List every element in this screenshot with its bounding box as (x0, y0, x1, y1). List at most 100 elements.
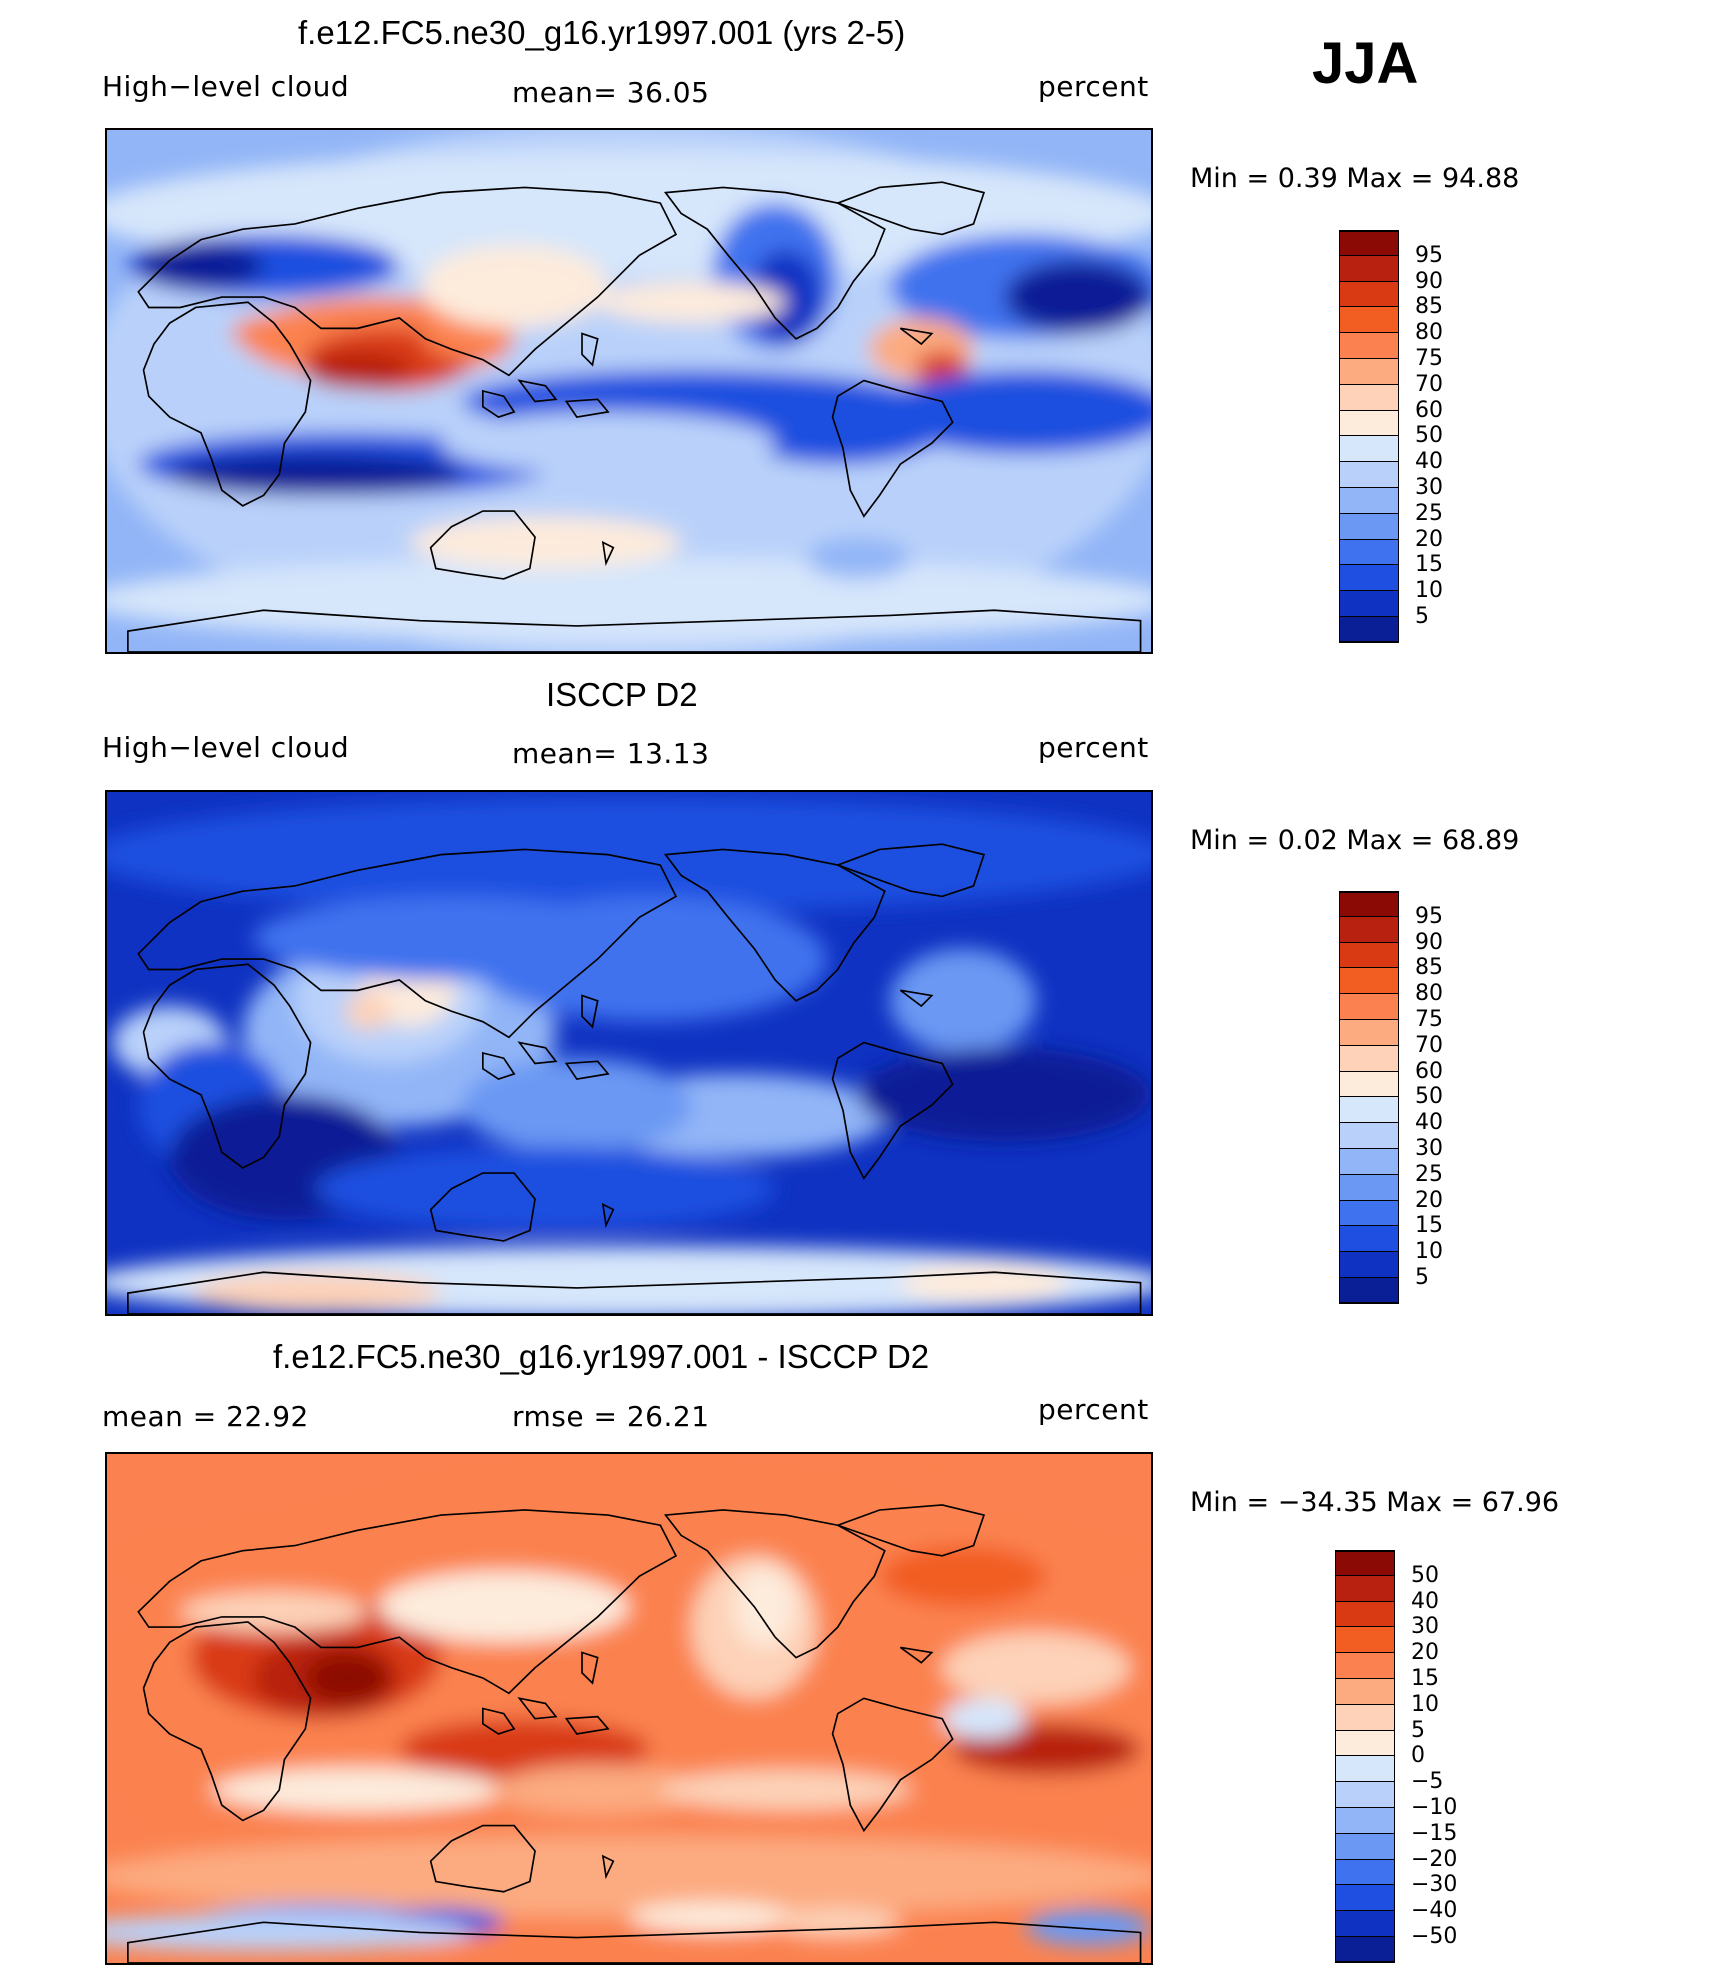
colorbar-swatch (1339, 436, 1399, 463)
coastline (581, 994, 599, 1029)
colorbar-swatch (1339, 942, 1399, 969)
colorbar-swatch (1339, 1226, 1399, 1253)
colorbar-swatch (1339, 1149, 1399, 1175)
colorbar-label: 15 (1411, 1666, 1439, 1691)
field-region (138, 242, 264, 289)
coastline (482, 389, 516, 419)
colorbar-label: 90 (1415, 929, 1443, 955)
colorbar-label: 20 (1411, 1640, 1439, 1666)
colorbar-swatch (1339, 513, 1399, 540)
coastline (831, 379, 954, 518)
colorbar-swatch (1339, 994, 1399, 1020)
coastline (601, 540, 615, 567)
colorbar-label: 10 (1411, 1691, 1439, 1717)
units-label: percent (1038, 731, 1149, 764)
colorbar-label: −20 (1411, 1846, 1458, 1872)
colorbar-label: 30 (1415, 1136, 1443, 1161)
colorbar-swatch (1339, 539, 1399, 566)
field-region (107, 150, 1151, 277)
field-region (305, 351, 410, 389)
colorbar-label: 90 (1415, 268, 1443, 294)
coastline (564, 1715, 610, 1735)
colorbar-swatch (1335, 1627, 1395, 1654)
colorbar-swatch (1335, 1730, 1395, 1757)
mean-label: mean= 36.05 (512, 76, 710, 109)
season-label: JJA (1312, 31, 1419, 96)
field-region (749, 250, 823, 345)
field-region (180, 1591, 368, 1633)
coastline (831, 1697, 954, 1833)
colorbar-swatch (1335, 1937, 1395, 1963)
colorbar-label: 75 (1415, 346, 1443, 371)
field-region (1025, 1909, 1151, 1946)
colorbar-label: 50 (1415, 423, 1443, 449)
coastline (663, 1509, 886, 1659)
colorbar-swatch (1339, 488, 1399, 514)
field-region (890, 948, 1037, 1053)
coastline (142, 1621, 312, 1822)
field-region (378, 573, 964, 626)
colorbar-label: 15 (1415, 1213, 1443, 1239)
coastline (127, 1271, 1142, 1314)
colorbar-swatch (1335, 1885, 1395, 1912)
coastline (137, 848, 678, 1039)
panel-title: f.e12.FC5.ne30_g16.yr1997.001 - ISCCP D2 (273, 1338, 930, 1375)
field-region (169, 453, 462, 496)
coastline (127, 609, 1142, 652)
colorbar-label: −50 (1411, 1924, 1458, 1949)
colorbar-swatch (1335, 1808, 1395, 1834)
colorbar-swatch (1335, 1550, 1395, 1576)
colorbar-swatch (1339, 333, 1399, 359)
coastline (517, 1697, 558, 1720)
colorbar-swatch (1339, 1123, 1399, 1149)
field-region (107, 1484, 1151, 1628)
colorbar-label: 75 (1415, 1007, 1443, 1032)
coastline (429, 1172, 536, 1242)
colorbar-swatch (1339, 565, 1399, 592)
field-region (597, 281, 786, 324)
colorbar-swatch (1339, 591, 1399, 617)
colorbar-swatch (1339, 1045, 1399, 1072)
colorbar-swatch (1339, 617, 1399, 643)
colorbar-swatch (1335, 1601, 1395, 1628)
coastline (517, 1041, 558, 1065)
colorbar-label: 25 (1415, 1161, 1443, 1187)
colorbar-swatch (1339, 384, 1399, 411)
colorbar-swatch (1335, 1859, 1395, 1886)
field-region (107, 1835, 1151, 1918)
colorbar-swatch (1339, 359, 1399, 385)
colorbar-label: 80 (1415, 981, 1443, 1007)
panel-title: ISCCP D2 (546, 676, 698, 713)
field-region (879, 370, 1151, 454)
colorbar-swatch (1339, 255, 1399, 282)
colorbar-label: 5 (1415, 1265, 1429, 1290)
colorbar-swatch (1339, 1200, 1399, 1227)
coastline (835, 843, 986, 898)
colorbar-swatch (1335, 1756, 1395, 1783)
colorbar-label: 30 (1411, 1614, 1439, 1640)
colorbar-swatch (1339, 1097, 1399, 1124)
field-region (806, 537, 911, 579)
panel-title: f.e12.FC5.ne30_g16.yr1997.001 (yrs 2-5) (298, 14, 906, 51)
colorbar-label: −15 (1411, 1820, 1458, 1846)
coastline (899, 1646, 934, 1664)
coastline (127, 1921, 1142, 1963)
colorbar-label: 10 (1415, 1239, 1443, 1265)
map-model (105, 128, 1153, 654)
colorbar-label: 0 (1411, 1743, 1425, 1769)
coastline (831, 1041, 954, 1180)
field-region (660, 1769, 911, 1811)
coastline (581, 1651, 599, 1685)
colorbar-label: −30 (1411, 1872, 1458, 1898)
field-region (775, 1908, 901, 1937)
map-diff (105, 1452, 1153, 1965)
colorbar-swatch (1339, 410, 1399, 437)
mean-label: mean= 13.13 (512, 737, 710, 770)
coastline (663, 186, 886, 340)
colorbar-swatch (1335, 1704, 1395, 1731)
field-region (900, 1261, 1068, 1304)
colorbar-swatch (1339, 916, 1399, 943)
colorbar-swatch (1335, 1833, 1395, 1860)
field-region (253, 896, 650, 980)
colorbar-swatch (1339, 307, 1399, 334)
